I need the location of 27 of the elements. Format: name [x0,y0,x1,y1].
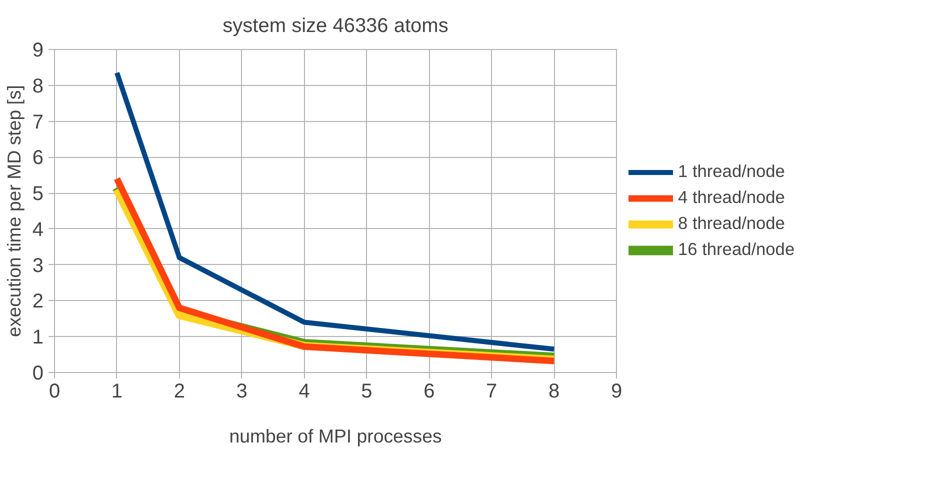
x-tick-label: 0 [48,380,60,402]
y-tick-label: 2 [32,290,44,313]
y-tick-label: 8 [32,75,44,98]
x-tick-label: 2 [174,380,185,402]
x-tick-label: 6 [424,380,435,402]
y-tick-label: 4 [32,218,44,241]
x-tick-label: 9 [610,380,622,402]
y-axis-title: execution time per MD step [s] [3,85,24,337]
x-tick-label: 1 [111,380,123,402]
y-tick-label: 5 [32,183,44,206]
y-tick-label: 3 [32,254,44,277]
legend-label: 16 thread/node [678,238,795,260]
chart-title: system size 46336 atoms [222,15,448,37]
legend-label: 1 thread/node [678,160,785,182]
y-tick-label: 1 [32,326,44,349]
x-tick-label: 3 [236,380,248,402]
y-tick-label: 0 [32,362,44,384]
legend-label: 4 thread/node [678,186,785,208]
x-axis-title: number of MPI processes [229,426,442,446]
x-tick-label: 5 [361,380,372,402]
x-tick-label: 8 [548,380,560,402]
y-tick-label: 7 [32,111,44,134]
y-tick-label: 6 [32,147,44,170]
y-tick-label: 9 [32,40,44,62]
x-tick-label: 4 [298,380,310,402]
legend-label: 8 thread/node [678,212,785,234]
x-tick-label: 7 [486,380,498,402]
